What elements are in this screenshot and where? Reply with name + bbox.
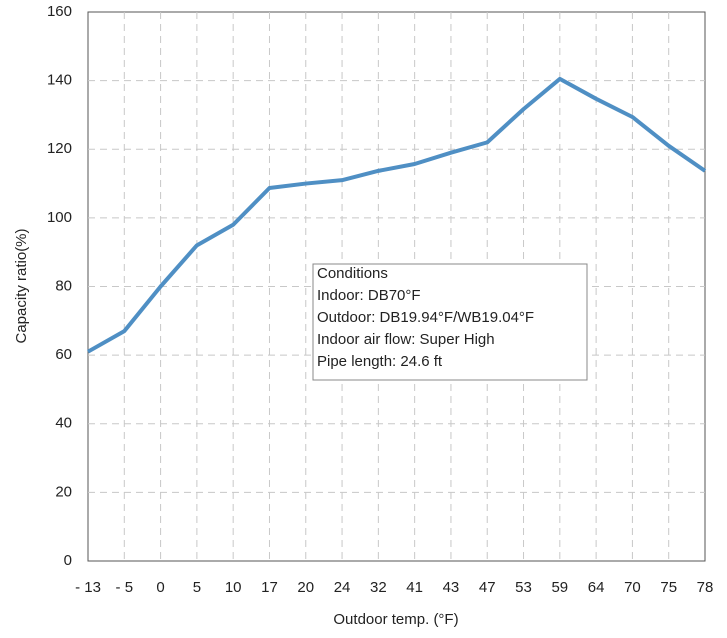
x-tick-label: 70: [624, 579, 641, 596]
y-tick-label: 20: [55, 483, 72, 500]
data-line: [87, 76, 707, 354]
x-tick-label: - 5: [116, 579, 134, 596]
x-tick-label: 75: [660, 579, 677, 596]
y-axis-label: Capacity ratio(%): [13, 228, 30, 343]
x-tick-label: 24: [334, 579, 351, 596]
y-tick-label: 140: [47, 72, 72, 89]
annotation-line: Conditions: [317, 265, 388, 282]
y-tick-label: 120: [47, 140, 72, 157]
y-tick-label: 100: [47, 209, 72, 226]
y-tick-label: 160: [47, 3, 72, 20]
x-tick-label: 53: [515, 579, 532, 596]
annotation-line: Pipe length: 24.6 ft: [317, 353, 443, 370]
annotation-line: Indoor air flow: Super High: [317, 331, 495, 348]
x-tick-label: 47: [479, 579, 496, 596]
annotation-line: Indoor: DB70°F: [317, 287, 421, 304]
y-tick-label: 80: [55, 277, 72, 294]
x-tick-label: 78: [697, 579, 714, 596]
x-tick-label: 20: [297, 579, 314, 596]
x-axis-label: Outdoor temp. (°F): [333, 611, 458, 628]
x-tick-label: 17: [261, 579, 278, 596]
x-tick-label: 59: [551, 579, 568, 596]
x-tick-label: - 13: [75, 579, 101, 596]
y-tick-label: 40: [55, 415, 72, 432]
x-tick-label: 32: [370, 579, 387, 596]
x-tick-label: 5: [193, 579, 201, 596]
x-tick-label: 41: [406, 579, 423, 596]
y-tick-label: 60: [55, 346, 72, 363]
x-tick-label: 43: [443, 579, 460, 596]
x-tick-label: 64: [588, 579, 605, 596]
x-tick-label: 10: [225, 579, 242, 596]
y-tick-label: 0: [64, 552, 72, 569]
x-tick-label: 0: [156, 579, 164, 596]
annotation-line: Outdoor: DB19.94°F/WB19.04°F: [317, 309, 534, 326]
annotation-box: [312, 263, 588, 381]
